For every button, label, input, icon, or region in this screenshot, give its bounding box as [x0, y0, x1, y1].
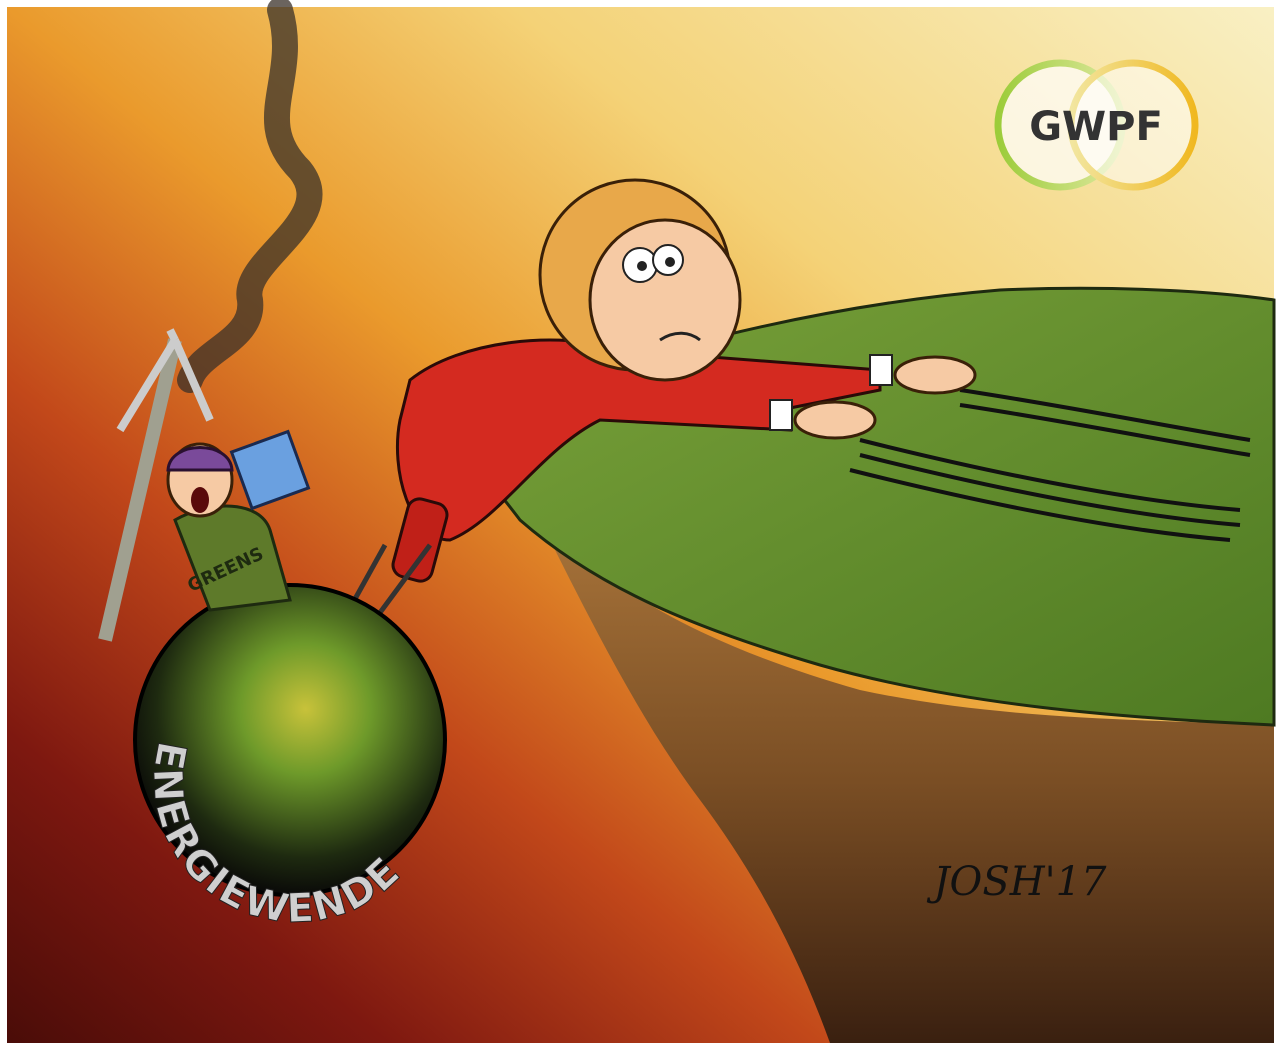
cartoon: ENERGIEWENDE GREENS GWPF JOSH'17 — [0, 0, 1281, 1050]
gwpf-logo: GWPF — [998, 63, 1195, 187]
logo-text: GWPF — [1029, 104, 1163, 150]
page: ENERGIEWENDE GREENS GWPF JOSH'17 (() => … — [0, 0, 1281, 1050]
signature: JOSH'17 — [926, 859, 1107, 905]
